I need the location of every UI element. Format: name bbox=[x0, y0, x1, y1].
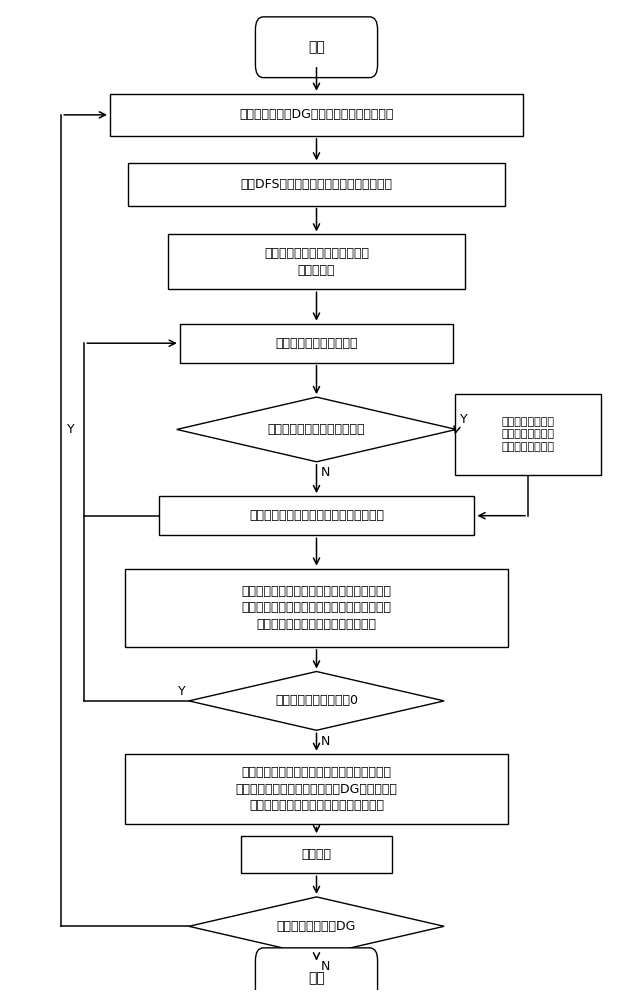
Text: 将该节点及其上游全部节点纳入孤岛范围: 将该节点及其上游全部节点纳入孤岛范围 bbox=[249, 509, 384, 522]
Text: 选择累计负荷最大
的节点（若多个相
等取第一个节点）: 选择累计负荷最大 的节点（若多个相 等取第一个节点） bbox=[501, 417, 555, 452]
FancyBboxPatch shape bbox=[168, 234, 465, 289]
Text: 有节点的累计负荷大于0: 有节点的累计负荷大于0 bbox=[275, 694, 358, 707]
Text: 更新孤岛划分目标和剩余容量，更新被纳入孤
岛节点的平均权重和累计负荷指标，将累计负
荷大于剩余容量的节点的两指标清零: 更新孤岛划分目标和剩余容量，更新被纳入孤 岛节点的平均权重和累计负荷指标，将累计… bbox=[242, 585, 391, 631]
FancyBboxPatch shape bbox=[455, 394, 601, 475]
Text: Y: Y bbox=[460, 413, 467, 426]
Text: Y: Y bbox=[178, 685, 185, 698]
Text: 存在多个平均权重最大的节点: 存在多个平均权重最大的节点 bbox=[268, 423, 365, 436]
FancyBboxPatch shape bbox=[125, 754, 508, 824]
Text: 通过DFS搜索孤岛可行域，形成功率圆范围: 通过DFS搜索孤岛可行域，形成功率圆范围 bbox=[241, 178, 392, 191]
Polygon shape bbox=[189, 672, 444, 730]
FancyBboxPatch shape bbox=[241, 836, 392, 873]
Text: 结束: 结束 bbox=[308, 971, 325, 985]
Text: 是否存在未划分的DG: 是否存在未划分的DG bbox=[277, 920, 356, 933]
FancyBboxPatch shape bbox=[110, 94, 523, 136]
FancyBboxPatch shape bbox=[256, 948, 377, 1000]
Text: N: N bbox=[320, 960, 330, 973]
FancyBboxPatch shape bbox=[180, 324, 453, 363]
FancyBboxPatch shape bbox=[256, 17, 377, 78]
Text: 开始: 开始 bbox=[308, 40, 325, 54]
FancyBboxPatch shape bbox=[158, 496, 475, 535]
FancyBboxPatch shape bbox=[128, 163, 505, 206]
Polygon shape bbox=[177, 397, 456, 462]
Text: Y: Y bbox=[67, 423, 75, 436]
Text: 将所有已纳入孤岛孤岛的节点的负荷信息在原
始数据中清零，确保不会在下一DG的孤岛划分
过程中因可能存在的孤岛交汇影响其结果: 将所有已纳入孤岛孤岛的节点的负荷信息在原 始数据中清零，确保不会在下一DG的孤岛… bbox=[235, 766, 398, 812]
FancyBboxPatch shape bbox=[125, 569, 508, 647]
Text: 计算功率圆内负荷点的平均权重
与累计负荷: 计算功率圆内负荷点的平均权重 与累计负荷 bbox=[264, 247, 369, 277]
Text: N: N bbox=[320, 466, 330, 479]
Text: 孤岛校验: 孤岛校验 bbox=[301, 848, 332, 861]
Text: 选择平均权重最大的节点: 选择平均权重最大的节点 bbox=[275, 337, 358, 350]
Polygon shape bbox=[189, 897, 444, 956]
Text: N: N bbox=[320, 735, 330, 748]
Text: 选择容量最小的DG，优先开始孤岛划分工作: 选择容量最小的DG，优先开始孤岛划分工作 bbox=[239, 108, 394, 121]
